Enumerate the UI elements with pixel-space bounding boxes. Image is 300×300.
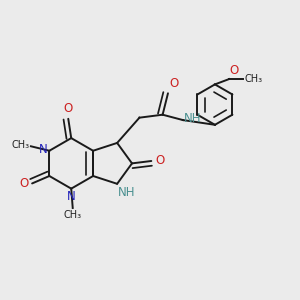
Text: O: O xyxy=(19,177,28,190)
Text: NH: NH xyxy=(118,186,136,199)
Text: N: N xyxy=(39,143,48,156)
Text: O: O xyxy=(155,154,165,166)
Text: O: O xyxy=(169,77,179,90)
Text: CH₃: CH₃ xyxy=(11,140,29,150)
Text: CH₃: CH₃ xyxy=(245,74,263,84)
Text: NH: NH xyxy=(184,112,202,125)
Text: O: O xyxy=(230,64,239,77)
Text: N: N xyxy=(67,190,76,203)
Text: O: O xyxy=(64,102,73,115)
Text: CH₃: CH₃ xyxy=(64,210,82,220)
